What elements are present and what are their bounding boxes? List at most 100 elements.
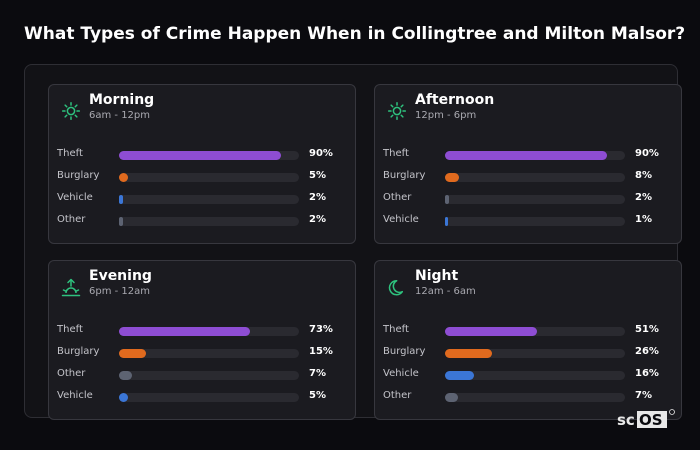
- panel-subtitle: 6pm - 12am: [89, 286, 151, 297]
- bar-label: Theft: [383, 324, 409, 335]
- bar-fill-theft: [445, 151, 607, 160]
- bar-label: Vehicle: [57, 390, 93, 401]
- scos-logo-watermark: sc OS: [617, 409, 675, 429]
- bar-value-label: 8%: [635, 170, 652, 181]
- bar-track: [119, 173, 299, 182]
- bar-track: [445, 327, 625, 336]
- bar-row-vehicle: Vehicle 5%: [57, 389, 347, 405]
- bar-track: [445, 371, 625, 380]
- panel-title: Night: [415, 268, 459, 284]
- bar-row-theft: Theft 51%: [383, 323, 673, 339]
- bar-fill-burglary: [119, 173, 128, 182]
- moon-icon: [387, 277, 407, 297]
- bar-row-burglary: Burglary 26%: [383, 345, 673, 361]
- bar-label: Burglary: [383, 170, 426, 181]
- bar-value-label: 7%: [635, 390, 652, 401]
- bar-fill-vehicle: [119, 195, 123, 204]
- bar-fill-other: [445, 393, 458, 402]
- panel-afternoon: Afternoon 12pm - 6pm Theft 90% Burglary 8% Oth…: [374, 84, 682, 244]
- bar-fill-vehicle: [445, 217, 448, 226]
- bar-label: Burglary: [57, 170, 100, 181]
- bar-value-label: 2%: [309, 192, 326, 203]
- bar-fill-vehicle: [119, 393, 128, 402]
- bar-track: [119, 371, 299, 380]
- bar-track: [445, 217, 625, 226]
- bar-value-label: 2%: [309, 214, 326, 225]
- bar-row-theft: Theft 90%: [383, 147, 673, 163]
- bar-label: Burglary: [383, 346, 426, 357]
- bar-value-label: 5%: [309, 170, 326, 181]
- bar-row-theft: Theft 73%: [57, 323, 347, 339]
- panel-title: Afternoon: [415, 92, 495, 108]
- panel-morning: Morning 6am - 12pm Theft 90% Burglary 5% Vehic…: [48, 84, 356, 244]
- bar-track: [445, 195, 625, 204]
- bar-value-label: 73%: [309, 324, 333, 335]
- bar-value-label: 2%: [635, 192, 652, 203]
- bar-row-theft: Theft 90%: [57, 147, 347, 163]
- bar-label: Theft: [383, 148, 409, 159]
- bar-label: Vehicle: [57, 192, 93, 203]
- bar-row-burglary: Burglary 5%: [57, 169, 347, 185]
- bar-label: Other: [383, 192, 412, 203]
- panel-night: Night 12am - 6am Theft 51% Burglary 26% Vehicl…: [374, 260, 682, 420]
- svg-text:OS: OS: [639, 411, 663, 429]
- bar-value-label: 5%: [309, 390, 326, 401]
- bar-track: [119, 151, 299, 160]
- bar-label: Theft: [57, 324, 83, 335]
- bar-fill-theft: [119, 151, 281, 160]
- bar-value-label: 16%: [635, 368, 659, 379]
- bar-label: Theft: [57, 148, 83, 159]
- svg-text:sc: sc: [617, 411, 635, 429]
- bar-row-burglary: Burglary 8%: [383, 169, 673, 185]
- bar-fill-burglary: [445, 173, 460, 182]
- panel-title: Evening: [89, 268, 152, 284]
- bar-fill-other: [119, 371, 132, 380]
- panel-title: Morning: [89, 92, 155, 108]
- bar-row-vehicle: Vehicle 2%: [57, 191, 347, 207]
- bar-fill-other: [119, 217, 123, 226]
- bar-value-label: 15%: [309, 346, 333, 357]
- bar-value-label: 51%: [635, 324, 659, 335]
- bar-track: [119, 195, 299, 204]
- bar-track: [445, 349, 625, 358]
- bar-value-label: 26%: [635, 346, 659, 357]
- bar-label: Vehicle: [383, 368, 419, 379]
- bar-row-other: Other 2%: [57, 213, 347, 229]
- bar-row-other: Other 2%: [383, 191, 673, 207]
- bar-row-other: Other 7%: [57, 367, 347, 383]
- bar-label: Other: [57, 368, 86, 379]
- panel-subtitle: 12am - 6am: [415, 286, 476, 297]
- bar-label: Burglary: [57, 346, 100, 357]
- bar-fill-burglary: [119, 349, 146, 358]
- sun-icon: [61, 101, 81, 121]
- page-title: What Types of Crime Happen When in Colli…: [24, 24, 686, 44]
- bar-track: [119, 393, 299, 402]
- sun-icon: [387, 101, 407, 121]
- bar-row-burglary: Burglary 15%: [57, 345, 347, 361]
- bar-fill-vehicle: [445, 371, 474, 380]
- panel-evening: Evening 6pm - 12am Theft 73% Burglary 15% Othe…: [48, 260, 356, 420]
- bar-row-vehicle: Vehicle 16%: [383, 367, 673, 383]
- bar-track: [445, 393, 625, 402]
- bar-value-label: 90%: [635, 148, 659, 159]
- bar-track: [119, 349, 299, 358]
- bar-fill-theft: [119, 327, 251, 336]
- bar-track: [445, 151, 625, 160]
- bar-label: Other: [57, 214, 86, 225]
- bar-value-label: 90%: [309, 148, 333, 159]
- bar-value-label: 7%: [309, 368, 326, 379]
- bar-label: Other: [383, 390, 412, 401]
- bar-row-vehicle: Vehicle 1%: [383, 213, 673, 229]
- bar-fill-burglary: [445, 349, 492, 358]
- bar-fill-other: [445, 195, 449, 204]
- bar-track: [119, 217, 299, 226]
- bar-row-other: Other 7%: [383, 389, 673, 405]
- panel-subtitle: 6am - 12pm: [89, 110, 151, 121]
- bar-label: Vehicle: [383, 214, 419, 225]
- bar-track: [119, 327, 299, 336]
- panel-subtitle: 12pm - 6pm: [415, 110, 477, 121]
- sunset-icon: [61, 277, 81, 297]
- bar-value-label: 1%: [635, 214, 652, 225]
- bar-fill-theft: [445, 327, 537, 336]
- bar-track: [445, 173, 625, 182]
